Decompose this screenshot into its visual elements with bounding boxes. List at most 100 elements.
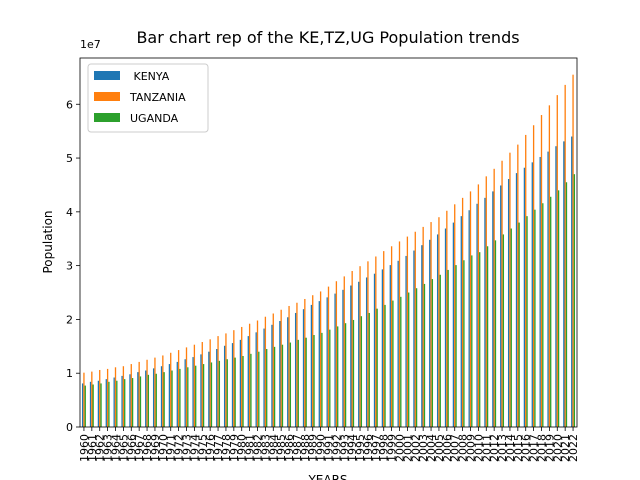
x-axis-label: YEARS bbox=[307, 473, 347, 480]
bar bbox=[122, 366, 125, 427]
y-tick-label: 0 bbox=[66, 421, 73, 434]
bar bbox=[367, 261, 369, 427]
bar bbox=[550, 196, 552, 427]
bar bbox=[469, 191, 472, 427]
x-tick-label: 1992 bbox=[330, 434, 343, 462]
x-tick-label: 1962 bbox=[94, 434, 107, 462]
bar bbox=[312, 295, 314, 427]
x-tick-label: 1964 bbox=[110, 434, 123, 462]
bar bbox=[108, 381, 110, 427]
bar bbox=[525, 134, 527, 427]
x-tick-label: 2002 bbox=[409, 434, 422, 462]
bar bbox=[397, 260, 399, 427]
x-tick-label: 2006 bbox=[441, 434, 454, 462]
bar bbox=[266, 349, 268, 427]
bar bbox=[192, 357, 194, 427]
bar bbox=[477, 184, 480, 427]
bar bbox=[344, 323, 347, 427]
bar bbox=[97, 380, 100, 427]
bar bbox=[360, 316, 363, 427]
bar bbox=[548, 105, 551, 428]
bar bbox=[318, 301, 320, 427]
bar bbox=[534, 209, 536, 427]
legend-swatch bbox=[94, 113, 120, 122]
legend-swatch bbox=[94, 71, 120, 80]
bar bbox=[375, 256, 377, 427]
bar bbox=[502, 234, 505, 427]
bar bbox=[200, 354, 202, 427]
bar bbox=[185, 347, 188, 427]
bar bbox=[305, 337, 307, 427]
x-tick-label: 2020 bbox=[551, 434, 564, 462]
bar bbox=[373, 273, 376, 427]
x-tick-label: 1995 bbox=[354, 434, 367, 462]
bar bbox=[510, 228, 512, 427]
bar bbox=[376, 308, 378, 427]
bar bbox=[184, 359, 186, 427]
x-tick-label: 2009 bbox=[465, 434, 478, 462]
bar bbox=[233, 330, 235, 427]
bar bbox=[468, 210, 470, 427]
bar bbox=[81, 383, 84, 427]
bar bbox=[106, 368, 109, 427]
bar bbox=[461, 197, 464, 427]
bar bbox=[272, 313, 274, 427]
bar bbox=[279, 321, 281, 427]
x-tick-label: 1968 bbox=[141, 434, 154, 462]
bar bbox=[555, 146, 557, 427]
bar bbox=[177, 350, 180, 427]
bar bbox=[193, 344, 196, 427]
bar bbox=[263, 328, 265, 427]
bar bbox=[121, 375, 123, 427]
bar bbox=[208, 351, 210, 427]
bar bbox=[280, 309, 282, 427]
bar bbox=[454, 204, 456, 427]
bar bbox=[408, 292, 410, 427]
y-tick-label: 4 bbox=[66, 206, 73, 219]
bar bbox=[195, 365, 197, 427]
legend-label: KENYA bbox=[130, 70, 170, 83]
x-tick-label: 1985 bbox=[275, 434, 288, 462]
bar bbox=[392, 300, 394, 427]
bar bbox=[241, 326, 243, 427]
bar bbox=[486, 246, 489, 427]
bar bbox=[438, 217, 440, 427]
bar bbox=[413, 250, 415, 427]
x-tick-label: 1974 bbox=[188, 434, 201, 462]
x-tick-label: 1988 bbox=[299, 434, 312, 462]
bar bbox=[484, 197, 486, 427]
bar bbox=[398, 241, 401, 427]
bar bbox=[327, 286, 330, 427]
bar bbox=[436, 234, 439, 427]
bar bbox=[547, 151, 549, 427]
plot-frame bbox=[79, 57, 578, 428]
bar bbox=[217, 336, 219, 427]
bar bbox=[84, 385, 86, 427]
x-tick-label: 1971 bbox=[165, 434, 178, 462]
bar bbox=[383, 251, 385, 427]
x-tick-label: 1976 bbox=[204, 434, 217, 462]
x-tick-label: 1967 bbox=[133, 434, 146, 462]
bar bbox=[138, 361, 140, 427]
bar bbox=[210, 362, 213, 427]
bar bbox=[105, 379, 107, 427]
x-tick-label: 2014 bbox=[504, 434, 517, 462]
bar bbox=[271, 324, 273, 427]
bar bbox=[231, 343, 234, 427]
bar bbox=[430, 222, 432, 427]
x-tick-label: 2018 bbox=[536, 434, 549, 462]
bar bbox=[155, 373, 157, 427]
y-axis-label: Population bbox=[41, 210, 55, 273]
x-tick-label: 1978 bbox=[220, 434, 233, 462]
bar bbox=[352, 319, 355, 427]
bar bbox=[390, 246, 393, 427]
bar bbox=[248, 323, 251, 427]
bar bbox=[565, 182, 568, 427]
bar bbox=[337, 326, 339, 427]
bar bbox=[297, 339, 299, 427]
bar bbox=[258, 351, 260, 427]
bar bbox=[414, 231, 416, 427]
bar bbox=[494, 240, 497, 427]
bar bbox=[171, 370, 173, 427]
